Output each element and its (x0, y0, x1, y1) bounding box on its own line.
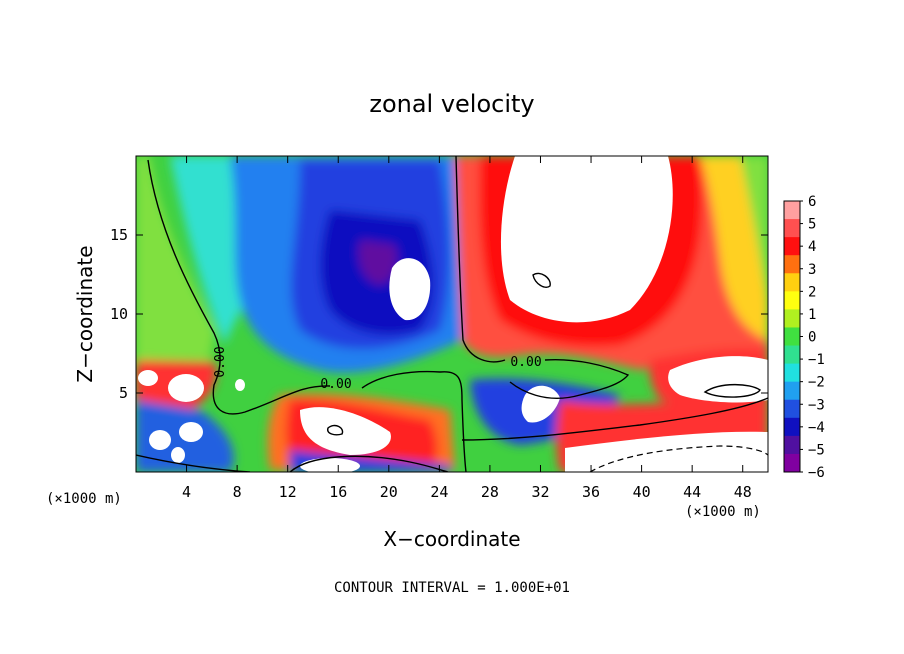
colorbar-tick-label: 2 (808, 284, 816, 300)
colorbar-swatch (784, 435, 800, 455)
colorbar-swatch (784, 237, 800, 256)
x-unit-label: (×1000 m) (46, 491, 122, 507)
colorbar-tick-label: 4 (808, 239, 816, 255)
colorbar-tick-label: −1 (808, 352, 825, 368)
colorbar-tick-label: −6 (808, 465, 825, 481)
colorbar-tick-label: 1 (808, 307, 816, 323)
colorbar-swatch (784, 417, 800, 437)
colorbar-swatch (784, 381, 800, 401)
x-tick-label: 32 (531, 483, 549, 501)
colorbar-swatch (784, 309, 800, 328)
x-tick-label: 12 (279, 483, 297, 501)
y-tick-label: 15 (110, 226, 128, 244)
x-tick-label: 24 (430, 483, 448, 501)
colorbar-swatch (784, 399, 800, 419)
colorbar-tick-label: −5 (808, 442, 825, 458)
colorbar: 6 5 4 3 2 1 0 −1 −2 −3 −4 −5 −6 (783, 194, 825, 481)
colorbar-swatch (784, 255, 800, 274)
x-tick-label: 20 (380, 483, 398, 501)
colorbar-tick-label: 3 (808, 262, 816, 278)
colorbar-swatch (784, 363, 800, 383)
x-tick-label: 40 (633, 483, 651, 501)
x-tick-label: 44 (683, 483, 701, 501)
y-tick-label: 10 (110, 305, 128, 323)
colorbar-swatch (784, 453, 800, 473)
colorbar-tick-label: −3 (808, 397, 825, 413)
heatmap-field: 0.00 0.00 0.00 (136, 156, 768, 472)
colorbar-tick-label: −4 (808, 420, 825, 436)
colorbar-tick-label: 0 (808, 330, 816, 346)
x-tick-label: 8 (233, 483, 242, 501)
colorbar-tick-label: 5 (808, 217, 816, 233)
contour-label: 0.00 (510, 355, 541, 370)
contour-label: 0.00 (213, 346, 228, 377)
colorbar-tick-label: −2 (808, 375, 825, 391)
contour-label: 0.00 (320, 377, 351, 392)
x-tick-label: 36 (582, 483, 600, 501)
y-axis-title: Z−coordinate (73, 245, 97, 382)
chart-title: zonal velocity (369, 90, 534, 118)
x-tick-label: 4 (182, 483, 191, 501)
y-axis: 5 10 15 (110, 226, 768, 402)
x-tick-label: 28 (481, 483, 499, 501)
colorbar-swatch (784, 273, 800, 292)
x-tick-label: 48 (734, 483, 752, 501)
y-unit-label: (×1000 m) (685, 504, 761, 520)
colorbar-swatch (784, 201, 800, 220)
y-tick-label: 5 (119, 384, 128, 402)
x-axis: 4 8 12 16 20 24 28 32 36 40 44 48 (182, 156, 752, 501)
contour-interval-text: CONTOUR INTERVAL = 1.000E+01 (334, 580, 570, 596)
colorbar-swatch (784, 219, 800, 238)
colorbar-swatch (784, 327, 800, 347)
colorbar-swatch (784, 345, 800, 365)
colorbar-tick-label: 6 (808, 194, 816, 210)
colorbar-swatch (784, 291, 800, 310)
x-tick-label: 16 (329, 483, 347, 501)
x-axis-title: X−coordinate (383, 527, 520, 551)
